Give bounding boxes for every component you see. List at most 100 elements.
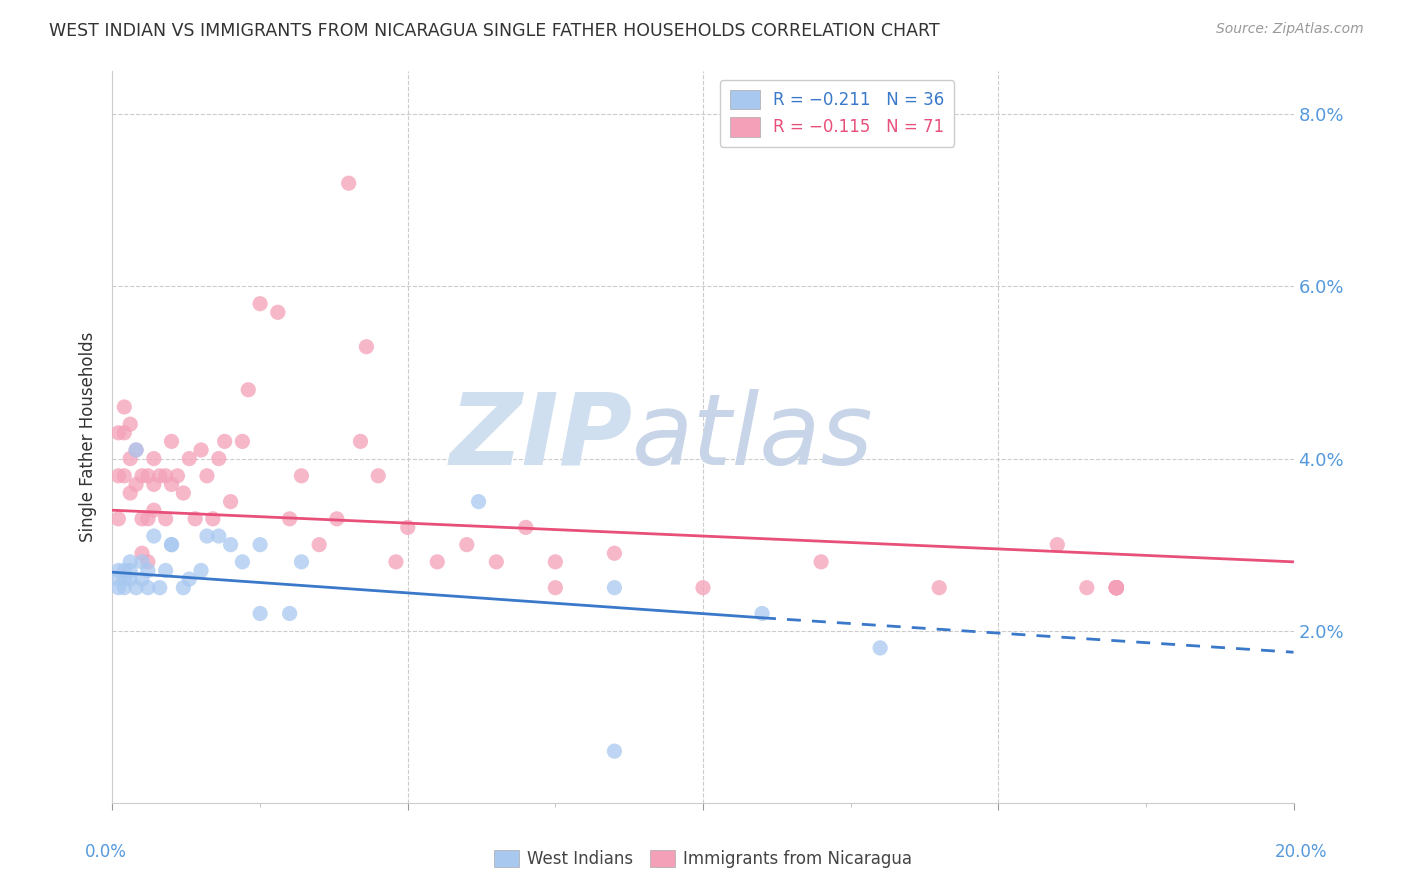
Point — [112, 468, 135, 483]
Point — [107, 572, 129, 586]
Point — [195, 468, 218, 483]
Point — [467, 494, 489, 508]
Point — [131, 572, 153, 586]
Point — [131, 546, 153, 560]
Point — [149, 468, 172, 483]
Point — [190, 564, 212, 578]
Legend: R = −0.211   N = 36, R = −0.115   N = 71: R = −0.211 N = 36, R = −0.115 N = 71 — [720, 79, 955, 146]
Point — [544, 555, 567, 569]
Point — [112, 572, 135, 586]
Point — [231, 555, 253, 569]
Point — [120, 555, 142, 569]
Point — [1105, 581, 1128, 595]
Point — [112, 564, 135, 578]
Text: WEST INDIAN VS IMMIGRANTS FROM NICARAGUA SINGLE FATHER HOUSEHOLDS CORRELATION CH: WEST INDIAN VS IMMIGRANTS FROM NICARAGUA… — [49, 22, 939, 40]
Point — [179, 572, 201, 586]
Point — [267, 305, 290, 319]
Point — [208, 529, 231, 543]
Point — [231, 434, 253, 449]
Legend: West Indians, Immigrants from Nicaragua: West Indians, Immigrants from Nicaragua — [486, 843, 920, 875]
Point — [249, 296, 271, 310]
Point — [928, 581, 950, 595]
Y-axis label: Single Father Households: Single Father Households — [79, 332, 97, 542]
Point — [1105, 581, 1128, 595]
Point — [142, 503, 165, 517]
Point — [131, 468, 153, 483]
Point — [1046, 538, 1069, 552]
Point — [125, 442, 148, 457]
Text: atlas: atlas — [633, 389, 873, 485]
Point — [278, 512, 301, 526]
Point — [249, 607, 271, 621]
Point — [1105, 581, 1128, 595]
Point — [160, 434, 183, 449]
Point — [172, 486, 194, 500]
Point — [1105, 581, 1128, 595]
Point — [107, 468, 129, 483]
Point — [112, 425, 135, 440]
Text: Source: ZipAtlas.com: Source: ZipAtlas.com — [1216, 22, 1364, 37]
Point — [349, 434, 371, 449]
Point — [160, 477, 183, 491]
Point — [456, 538, 478, 552]
Point — [1105, 581, 1128, 595]
Point — [544, 581, 567, 595]
Point — [190, 442, 212, 457]
Point — [515, 520, 537, 534]
Point — [603, 744, 626, 758]
Point — [131, 512, 153, 526]
Point — [485, 555, 508, 569]
Point — [195, 529, 218, 543]
Point — [112, 581, 135, 595]
Point — [208, 451, 231, 466]
Point — [125, 442, 148, 457]
Point — [1105, 581, 1128, 595]
Point — [1105, 581, 1128, 595]
Point — [603, 546, 626, 560]
Point — [107, 512, 129, 526]
Point — [1105, 581, 1128, 595]
Point — [308, 538, 330, 552]
Point — [385, 555, 408, 569]
Point — [367, 468, 389, 483]
Point — [278, 607, 301, 621]
Point — [238, 383, 260, 397]
Point — [214, 434, 236, 449]
Point — [149, 581, 172, 595]
Point — [125, 581, 148, 595]
Point — [249, 538, 271, 552]
Point — [120, 564, 142, 578]
Point — [166, 468, 188, 483]
Point — [201, 512, 224, 526]
Point — [219, 494, 242, 508]
Point — [603, 581, 626, 595]
Point — [290, 468, 312, 483]
Point — [160, 538, 183, 552]
Point — [120, 451, 142, 466]
Point — [184, 512, 207, 526]
Point — [136, 468, 159, 483]
Point — [155, 512, 177, 526]
Point — [155, 564, 177, 578]
Point — [120, 572, 142, 586]
Point — [136, 564, 159, 578]
Text: 20.0%: 20.0% — [1274, 843, 1327, 861]
Point — [142, 477, 165, 491]
Point — [179, 451, 201, 466]
Point — [172, 581, 194, 595]
Text: 0.0%: 0.0% — [84, 843, 127, 861]
Point — [869, 640, 891, 655]
Point — [396, 520, 419, 534]
Point — [160, 538, 183, 552]
Point — [692, 581, 714, 595]
Point — [136, 581, 159, 595]
Point — [107, 425, 129, 440]
Point — [142, 451, 165, 466]
Point — [120, 486, 142, 500]
Point — [142, 529, 165, 543]
Point — [1105, 581, 1128, 595]
Point — [120, 417, 142, 432]
Point — [112, 400, 135, 414]
Point — [1105, 581, 1128, 595]
Point — [136, 512, 159, 526]
